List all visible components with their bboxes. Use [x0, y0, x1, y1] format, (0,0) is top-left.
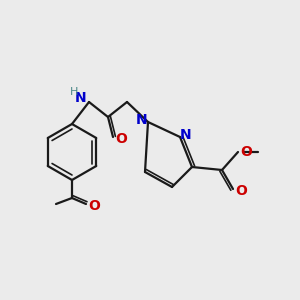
- Text: N: N: [180, 128, 192, 142]
- Text: O: O: [235, 184, 247, 198]
- Text: O: O: [115, 132, 127, 146]
- Text: N: N: [75, 91, 87, 105]
- Text: H: H: [70, 87, 78, 97]
- Text: O: O: [88, 199, 100, 213]
- Text: N: N: [136, 113, 148, 127]
- Text: O: O: [240, 145, 252, 159]
